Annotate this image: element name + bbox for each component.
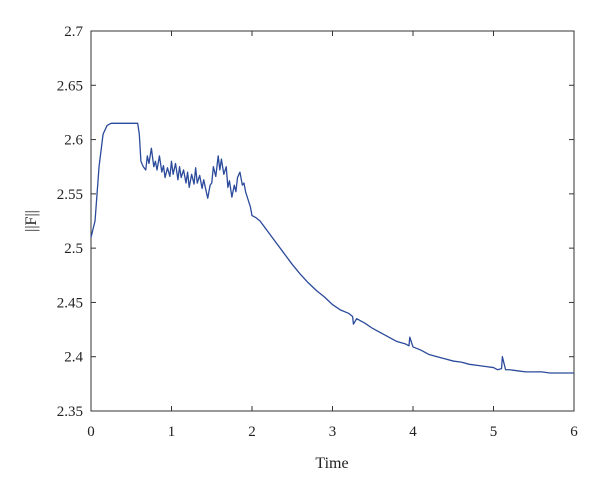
series-line	[90, 122, 574, 374]
x-tick-label: 2	[248, 424, 256, 440]
plot-area	[90, 30, 575, 412]
x-tick-label: 3	[329, 424, 337, 440]
y-axis: 2.35 2.4 2.45 2.5 2.55 2.6 2.65 2.7	[57, 24, 574, 420]
x-tick-label: 4	[409, 424, 417, 440]
x-tick-label: 0	[87, 424, 95, 440]
x-axis: 0 1 2 3 4 5 6	[87, 31, 578, 440]
x-tick-label: 6	[570, 424, 578, 440]
x-tick-label: 5	[490, 424, 498, 440]
y-tick-label: 2.7	[64, 24, 83, 40]
y-tick-label: 2.55	[57, 187, 83, 203]
y-tick-label: 2.45	[57, 295, 83, 311]
y-axis-label: ||F||	[23, 210, 40, 232]
x-tick-label: 1	[168, 424, 176, 440]
y-tick-label: 2.35	[57, 404, 83, 420]
y-tick-label: 2.5	[64, 241, 83, 257]
x-axis-label: Time	[315, 455, 348, 472]
y-tick-label: 2.65	[57, 78, 83, 94]
y-tick-label: 2.4	[64, 350, 83, 366]
y-tick-label: 2.6	[64, 133, 83, 149]
